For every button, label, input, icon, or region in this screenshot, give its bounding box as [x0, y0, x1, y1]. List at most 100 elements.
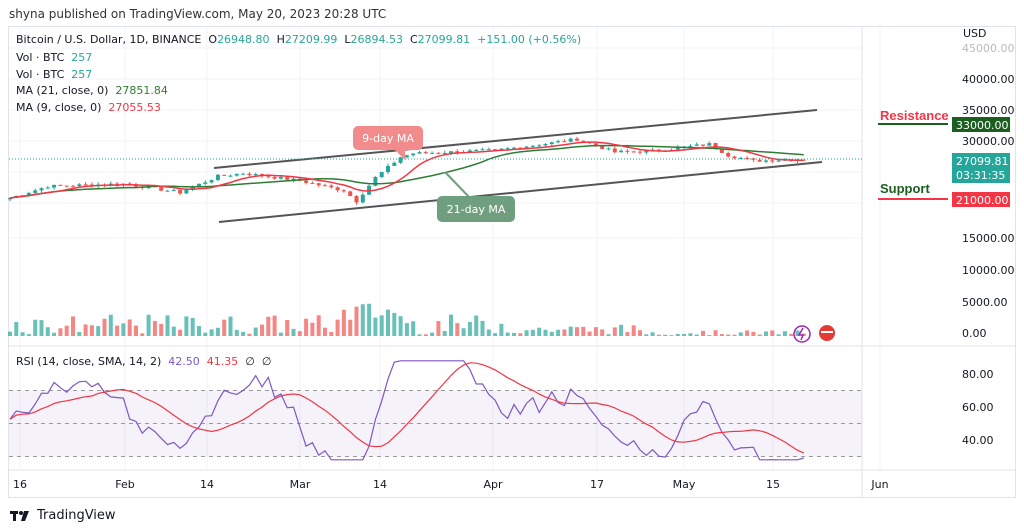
candle-body — [612, 148, 617, 153]
high-label: H — [276, 33, 285, 46]
candle-body — [373, 177, 378, 186]
volume-bar — [587, 331, 592, 336]
volume-bar — [310, 322, 315, 336]
volume-bar — [373, 317, 378, 336]
candle-body — [329, 185, 334, 188]
volume-bar — [266, 316, 271, 336]
time-tick: May — [673, 478, 696, 491]
candle-body — [430, 152, 435, 154]
candle-body — [310, 182, 315, 184]
time-tick: Apr — [483, 478, 503, 491]
footer-brand[interactable]: TradingView — [10, 508, 116, 523]
volume-bar — [215, 327, 220, 336]
candle-body — [619, 150, 624, 153]
candle-body — [215, 174, 220, 181]
volume-bar — [606, 334, 611, 336]
volume-bar — [323, 327, 327, 336]
volume-bar — [707, 335, 712, 336]
volume-bar — [222, 319, 227, 336]
candle-body — [770, 160, 775, 162]
candle-body — [209, 180, 214, 183]
candle-body — [291, 178, 296, 180]
rsi-legend: RSI (14, close, SMA, 14, 2) 42.50 41.35 … — [16, 355, 271, 368]
candle-body — [253, 174, 258, 176]
ma9-legend: MA (9, close, 0) 27055.53 — [16, 101, 161, 114]
volume-bar — [241, 331, 246, 336]
volume-tick: 10000.00 — [962, 264, 1015, 277]
volume-bar — [127, 319, 132, 336]
candle-body — [675, 147, 680, 150]
volume-bar — [537, 327, 542, 336]
ma21-label: MA (21, close, 0) — [16, 84, 109, 97]
volume-bar — [669, 335, 674, 336]
candle-body — [178, 190, 183, 194]
candle-body — [713, 143, 718, 149]
ma9-line — [9, 141, 804, 199]
volume-bar — [719, 334, 724, 336]
candle-body — [411, 153, 416, 156]
volume-bar — [108, 314, 113, 336]
volume-bar — [115, 325, 120, 336]
volume-bar — [764, 331, 768, 336]
volume-bar — [638, 330, 642, 336]
volume-bar — [398, 316, 403, 336]
open-value: 26948.80 — [217, 33, 270, 46]
resistance-price-badge — [952, 117, 1010, 132]
volume-bar — [644, 334, 649, 336]
time-tick: 17 — [590, 478, 604, 491]
volume-bar — [71, 316, 75, 336]
candle-body — [367, 185, 372, 195]
candle-body — [568, 138, 573, 142]
volume-bar — [209, 329, 214, 336]
candle-body — [644, 150, 649, 153]
candle-body — [776, 160, 781, 162]
close-label: C — [409, 33, 418, 46]
candle-body — [524, 146, 529, 149]
close-value: 27099.81 — [417, 33, 471, 46]
time-tick: Mar — [290, 478, 311, 491]
volume-bar — [480, 320, 485, 336]
candle-body — [360, 194, 365, 203]
support-price: 21000.00 — [956, 194, 1009, 207]
volume-bar — [39, 320, 44, 336]
volume-bar — [89, 325, 94, 336]
volume-bar — [203, 332, 208, 336]
volume-bar — [512, 332, 516, 336]
volume-tick: 5000.00 — [962, 296, 1008, 309]
candle-body — [247, 173, 252, 176]
candle-body — [764, 160, 768, 162]
ma9-annotation-label: 9-day MA — [362, 132, 414, 145]
volume-bar — [493, 333, 498, 336]
candle-body — [39, 188, 44, 191]
candle-body — [386, 165, 390, 173]
volume-bar — [102, 318, 107, 336]
volume-bar — [701, 330, 705, 336]
volume-bar — [505, 332, 510, 336]
brand-name: TradingView — [37, 508, 116, 523]
volume-bar — [751, 331, 756, 336]
volume-bar — [675, 333, 680, 336]
low-value: 26894.53 — [350, 33, 403, 46]
volume-bar — [625, 332, 630, 336]
candle-body — [745, 157, 750, 159]
candle-body — [600, 145, 605, 150]
volume-bar — [26, 334, 31, 336]
candle-body — [537, 145, 542, 147]
volume-bar — [486, 329, 491, 336]
rsi-extra: ∅ — [245, 355, 255, 368]
candle-body — [159, 187, 164, 191]
candle-body — [165, 190, 170, 192]
candle-body — [83, 184, 88, 186]
volume-bar — [96, 326, 101, 336]
candle-body — [379, 172, 384, 178]
candle-body — [228, 175, 233, 177]
candle-body — [499, 148, 504, 150]
candle-body — [203, 182, 208, 184]
candle-body — [449, 151, 453, 154]
volume-bar — [297, 331, 302, 336]
low-label: L — [344, 33, 351, 46]
candle-body — [543, 144, 548, 146]
volume-bar — [467, 321, 472, 336]
currency-label[interactable]: USD — [963, 27, 987, 40]
